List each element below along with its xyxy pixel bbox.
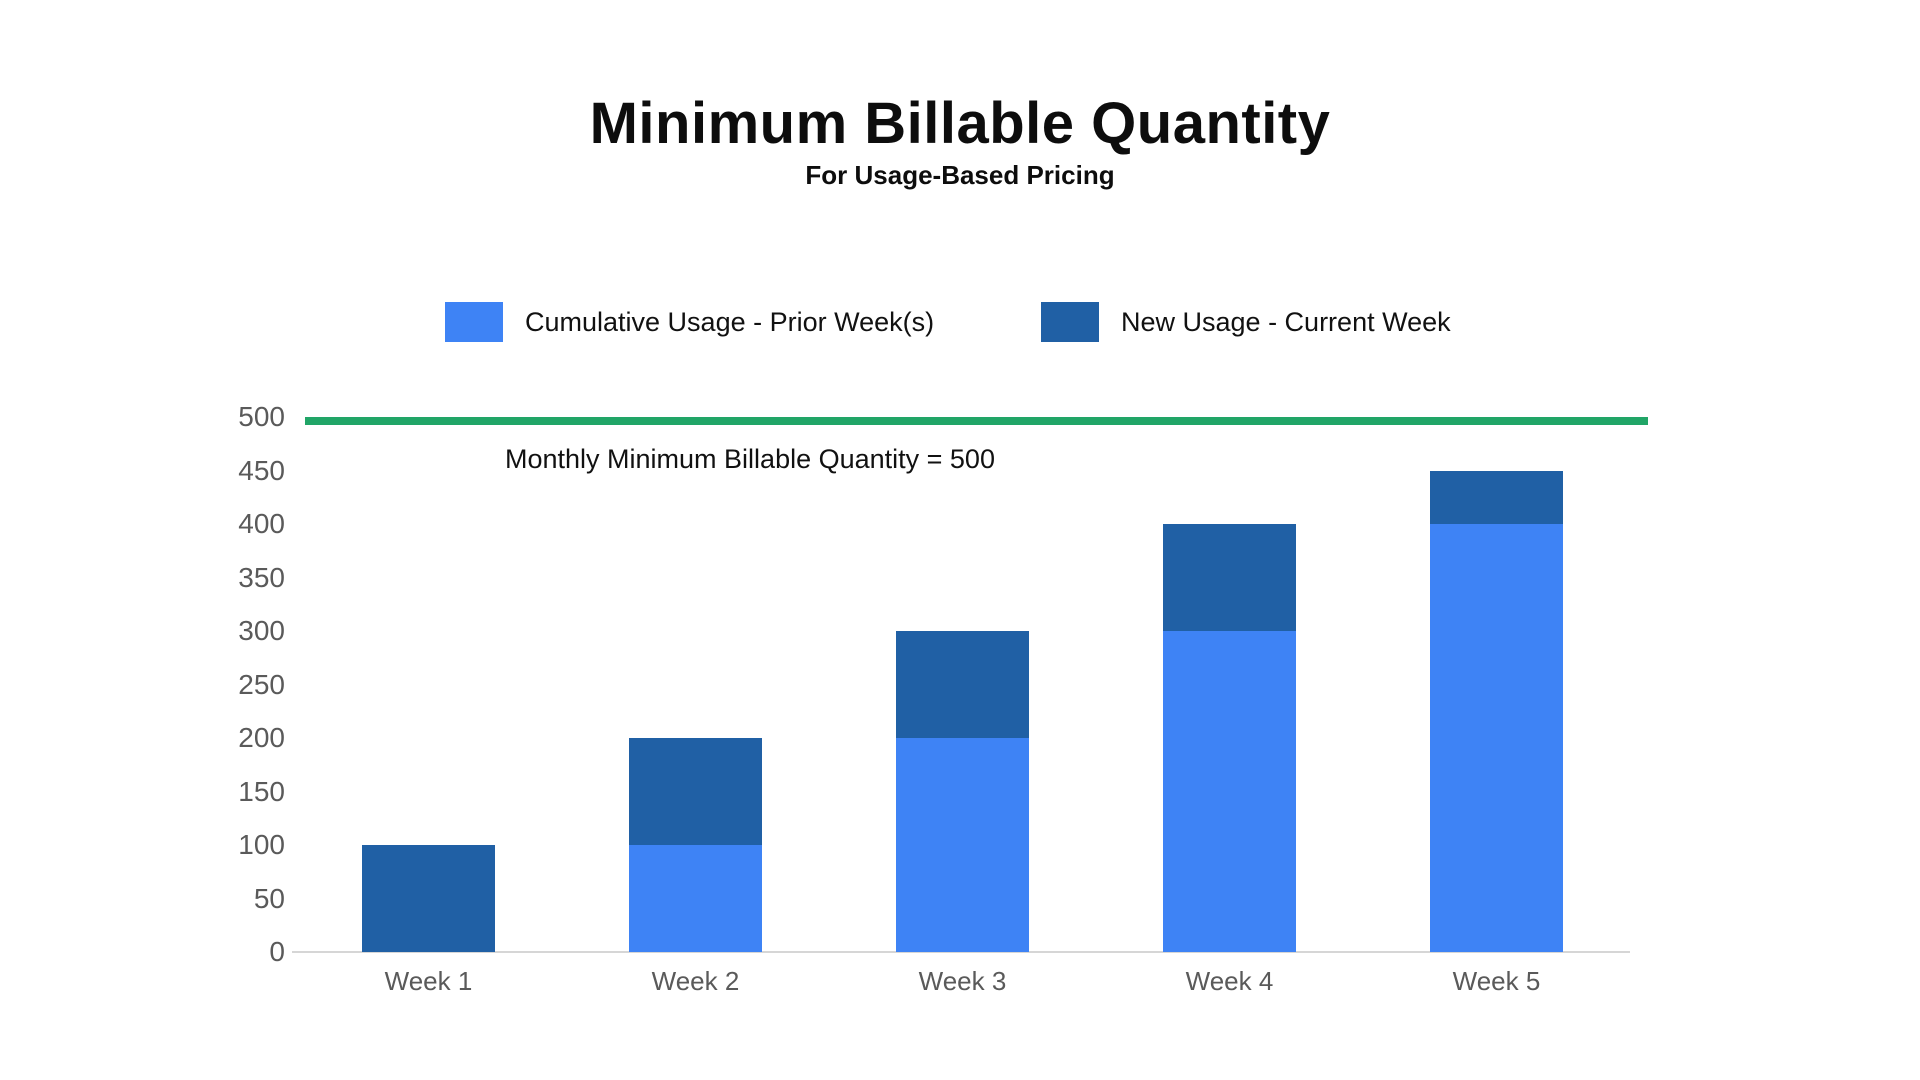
- bar-week-4-cumulative-usage: [1163, 631, 1296, 952]
- legend-swatch-cumulative-usage: [445, 302, 503, 342]
- legend-label-new-usage: New Usage - Current Week: [1121, 306, 1451, 337]
- bar-week-2-new-usage: [629, 738, 762, 845]
- bar-week-2-cumulative-usage: [629, 845, 762, 952]
- x-axis-label-week-1: Week 1: [384, 966, 473, 996]
- chart-title: Minimum Billable Quantity: [589, 91, 1331, 156]
- legend-item-new-usage: New Usage - Current Week: [1041, 302, 1451, 342]
- y-axis-tick-label-350: 350: [238, 561, 285, 593]
- bar-week-5-cumulative-usage: [1430, 524, 1563, 952]
- y-axis-tick-label-0: 0: [269, 936, 285, 967]
- y-axis-tick-label-500: 500: [238, 401, 285, 432]
- x-axis-label-week-5: Week 5: [1452, 966, 1541, 996]
- threshold-line: [305, 417, 1648, 425]
- y-axis-tick-label-450: 450: [238, 454, 285, 486]
- x-axis-label-week-3: Week 3: [918, 966, 1007, 996]
- y-axis-tick-label-50: 50: [253, 882, 285, 914]
- bar-week-4-new-usage: [1163, 524, 1296, 631]
- bar-week-3-new-usage: [896, 631, 1029, 738]
- bar-week-1-new-usage: [362, 845, 495, 952]
- x-axis-label-week-2: Week 2: [651, 966, 740, 996]
- y-axis-tick-label-400: 400: [238, 508, 285, 539]
- x-axis-label-week-4: Week 4: [1185, 966, 1274, 996]
- bar-week-3-cumulative-usage: [896, 738, 1029, 952]
- y-axis-tick-label-150: 150: [238, 775, 285, 807]
- chart-subtitle: For Usage-Based Pricing: [805, 160, 1115, 190]
- y-axis-tick-label-300: 300: [238, 615, 285, 646]
- y-axis-tick-label-200: 200: [238, 722, 285, 753]
- legend-label-cumulative-usage: Cumulative Usage - Prior Week(s): [525, 306, 935, 337]
- legend-swatch-new-usage: [1041, 302, 1099, 342]
- x-axis-line: [292, 951, 1630, 953]
- bar-week-5-new-usage: [1430, 470, 1563, 524]
- y-axis-tick-label-100: 100: [238, 829, 285, 860]
- threshold-annotation: Monthly Minimum Billable Quantity = 500: [505, 444, 995, 474]
- legend-item-cumulative-usage: Cumulative Usage - Prior Week(s): [445, 302, 934, 342]
- y-axis-tick-label-250: 250: [238, 668, 285, 700]
